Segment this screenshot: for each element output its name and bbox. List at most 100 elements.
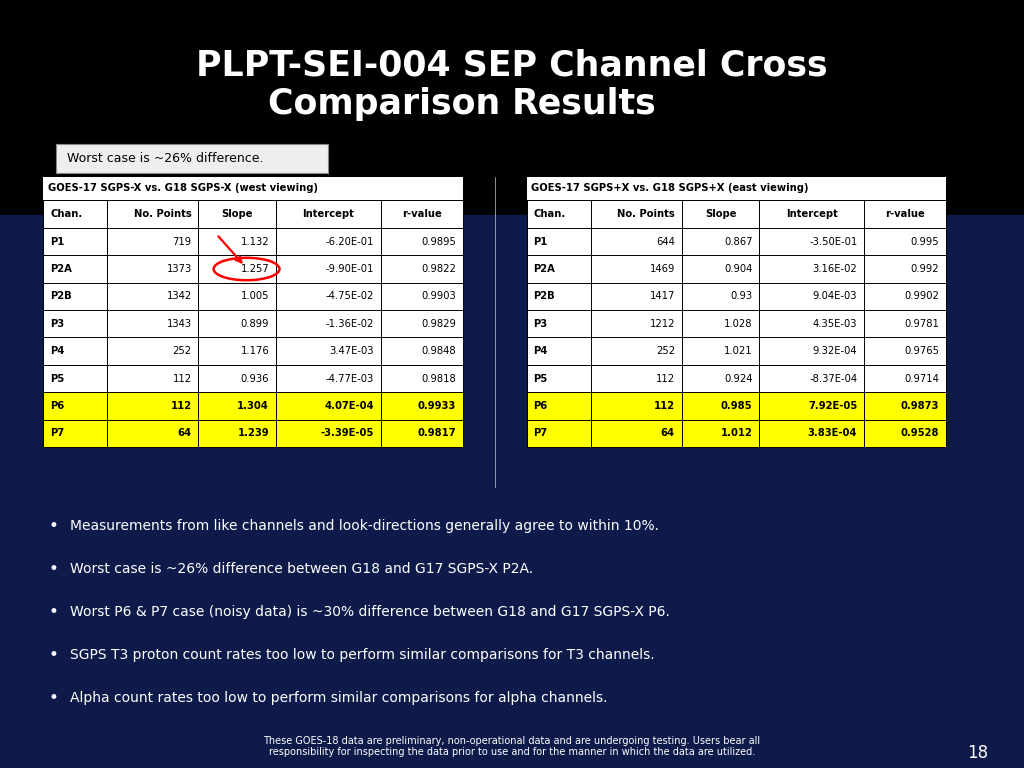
Bar: [108, 283, 199, 310]
Text: Slope: Slope: [705, 209, 736, 219]
Text: -4.75E-02: -4.75E-02: [326, 291, 374, 301]
Text: Intercept: Intercept: [785, 209, 838, 219]
Bar: [591, 310, 682, 337]
Text: 252: 252: [172, 346, 191, 356]
Text: Worst P6 & P7 case (noisy data) is ~30% difference between G18 and G17 SGPS-X P6: Worst P6 & P7 case (noisy data) is ~30% …: [70, 604, 670, 618]
Text: -1.36E-02: -1.36E-02: [326, 319, 374, 329]
Bar: [276, 255, 381, 283]
Text: 64: 64: [177, 429, 191, 439]
Bar: [526, 419, 591, 447]
Text: P1: P1: [534, 237, 548, 247]
Text: 3.47E-03: 3.47E-03: [330, 346, 374, 356]
Bar: [199, 283, 276, 310]
Text: 1.257: 1.257: [241, 264, 269, 274]
Bar: [682, 392, 759, 419]
Text: These GOES-18 data are preliminary, non-operational data and are undergoing test: These GOES-18 data are preliminary, non-…: [263, 736, 761, 757]
Bar: [682, 228, 759, 255]
Text: -6.20E-01: -6.20E-01: [326, 237, 374, 247]
Text: •: •: [48, 517, 58, 535]
Bar: [381, 392, 463, 419]
Bar: [381, 337, 463, 365]
Text: P2B: P2B: [534, 291, 555, 301]
Text: 0.9873: 0.9873: [901, 401, 939, 411]
Bar: [381, 228, 463, 255]
Text: No. Points: No. Points: [134, 209, 191, 219]
Bar: [864, 200, 946, 228]
Text: 0.9765: 0.9765: [904, 346, 939, 356]
Text: P1: P1: [50, 237, 65, 247]
Bar: [199, 228, 276, 255]
Bar: [43, 200, 108, 228]
Text: P6: P6: [534, 401, 548, 411]
Text: 1212: 1212: [649, 319, 675, 329]
Bar: [682, 419, 759, 447]
Bar: [526, 310, 591, 337]
Text: 1.021: 1.021: [724, 346, 753, 356]
Text: -9.90E-01: -9.90E-01: [326, 264, 374, 274]
Text: 1469: 1469: [649, 264, 675, 274]
Bar: [199, 365, 276, 392]
Text: 1417: 1417: [649, 291, 675, 301]
Bar: [276, 419, 381, 447]
Text: 1.304: 1.304: [238, 401, 269, 411]
Text: P7: P7: [534, 429, 548, 439]
Bar: [864, 337, 946, 365]
Text: 0.992: 0.992: [910, 264, 939, 274]
Text: 0.924: 0.924: [724, 373, 753, 383]
Text: 0.9714: 0.9714: [904, 373, 939, 383]
Text: 1.005: 1.005: [241, 291, 269, 301]
Text: Chan.: Chan.: [534, 209, 566, 219]
Text: 0.9528: 0.9528: [901, 429, 939, 439]
Bar: [682, 310, 759, 337]
Text: No. Points: No. Points: [617, 209, 675, 219]
Text: P4: P4: [50, 346, 65, 356]
Text: 1.012: 1.012: [721, 429, 753, 439]
Text: 1.028: 1.028: [724, 319, 753, 329]
Bar: [682, 283, 759, 310]
Bar: [43, 365, 108, 392]
Text: P2A: P2A: [534, 264, 555, 274]
Bar: [682, 337, 759, 365]
Bar: [199, 337, 276, 365]
Text: Intercept: Intercept: [302, 209, 354, 219]
Bar: [759, 365, 864, 392]
Text: 0.93: 0.93: [730, 291, 753, 301]
Text: Alpha count rates too low to perform similar comparisons for alpha channels.: Alpha count rates too low to perform sim…: [70, 690, 607, 705]
Text: P6: P6: [50, 401, 65, 411]
Bar: [759, 255, 864, 283]
Bar: [759, 337, 864, 365]
Text: 0.9781: 0.9781: [904, 319, 939, 329]
Bar: [43, 392, 108, 419]
Text: •: •: [48, 560, 58, 578]
Text: •: •: [48, 689, 58, 707]
Bar: [381, 283, 463, 310]
Text: 644: 644: [656, 237, 675, 247]
Bar: [864, 310, 946, 337]
Text: 0.9818: 0.9818: [421, 373, 456, 383]
Bar: [864, 228, 946, 255]
Text: 1373: 1373: [166, 264, 191, 274]
Bar: [276, 337, 381, 365]
Bar: [526, 283, 591, 310]
Bar: [199, 392, 276, 419]
Bar: [199, 200, 276, 228]
Text: 1.132: 1.132: [241, 237, 269, 247]
Text: 0.9933: 0.9933: [418, 401, 456, 411]
Text: Results: Results: [512, 87, 656, 121]
Bar: [591, 283, 682, 310]
Text: 112: 112: [172, 373, 191, 383]
Bar: [591, 392, 682, 419]
Bar: [526, 337, 591, 365]
Text: 3.16E-02: 3.16E-02: [813, 264, 857, 274]
Text: 112: 112: [655, 373, 675, 383]
Bar: [759, 228, 864, 255]
Text: Worst case is ~26% difference.: Worst case is ~26% difference.: [68, 152, 263, 164]
Bar: [682, 255, 759, 283]
Text: 0.9817: 0.9817: [418, 429, 456, 439]
Text: 7.92E-05: 7.92E-05: [808, 401, 857, 411]
Bar: [199, 419, 276, 447]
Text: GOES-17 SGPS+X vs. G18 SGPS+X (east viewing): GOES-17 SGPS+X vs. G18 SGPS+X (east view…: [531, 184, 809, 194]
Text: •: •: [48, 603, 58, 621]
Bar: [682, 365, 759, 392]
Bar: [591, 255, 682, 283]
